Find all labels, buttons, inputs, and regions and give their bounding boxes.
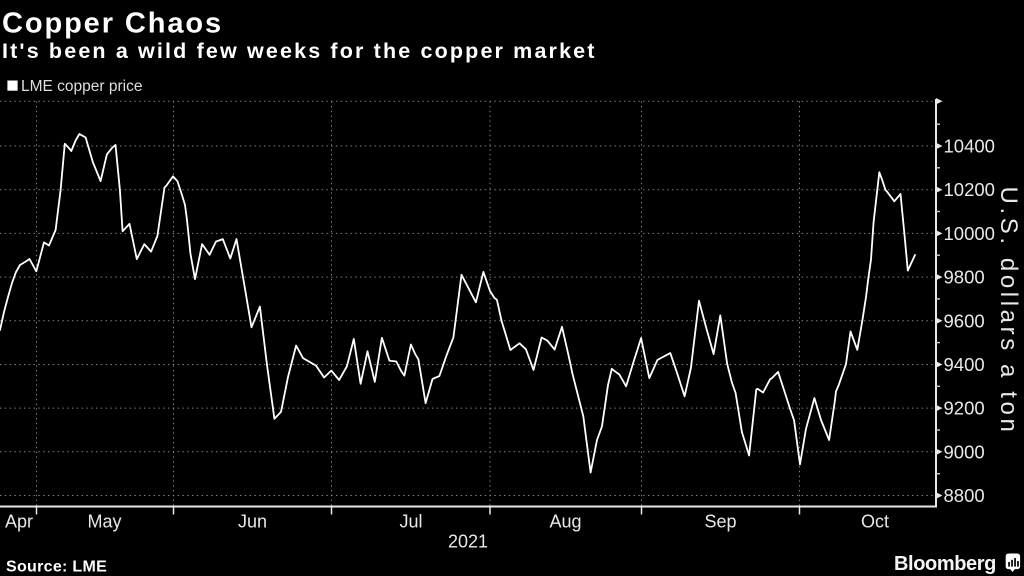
svg-text:9000: 9000	[944, 441, 985, 462]
svg-text:9400: 9400	[944, 354, 985, 375]
svg-text:Aug: Aug	[549, 512, 581, 532]
svg-text:Jun: Jun	[238, 512, 267, 532]
svg-text:Jul: Jul	[399, 512, 422, 532]
svg-text:9600: 9600	[944, 310, 985, 331]
svg-text:8800: 8800	[944, 485, 985, 506]
svg-text:Sep: Sep	[704, 512, 736, 532]
svg-text:LME copper price: LME copper price	[21, 78, 142, 95]
svg-text:Bloomberg: Bloomberg	[894, 553, 996, 575]
svg-text:9200: 9200	[944, 398, 985, 419]
svg-text:U.S. dollars a ton: U.S. dollars a ton	[995, 187, 1022, 436]
svg-text:May: May	[87, 512, 121, 532]
svg-text:Oct: Oct	[861, 512, 889, 532]
svg-text:Copper Chaos: Copper Chaos	[2, 8, 223, 40]
svg-text:Apr: Apr	[5, 512, 33, 532]
svg-text:2021: 2021	[448, 532, 488, 552]
svg-text:10000: 10000	[944, 223, 995, 244]
svg-text:9800: 9800	[944, 267, 985, 288]
svg-text:10200: 10200	[944, 179, 995, 200]
svg-text:It's been a wild few weeks for: It's been a wild few weeks for the coppe…	[2, 39, 597, 63]
svg-text:10400: 10400	[944, 136, 995, 157]
svg-text:Source: LME: Source: LME	[6, 559, 107, 576]
